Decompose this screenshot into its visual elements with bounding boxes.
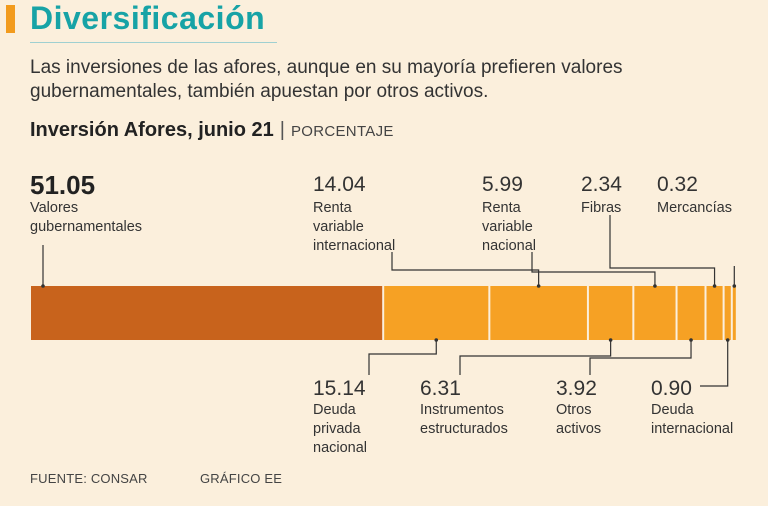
leader-dot-instrumentos-estructurados bbox=[608, 338, 613, 342]
category-label-otros-activos: activos bbox=[556, 421, 601, 437]
category-label-valores-gubernamentales: Valores bbox=[30, 200, 78, 216]
page-title: Diversificación bbox=[30, 0, 266, 36]
leader-dot-otros-activos bbox=[689, 338, 693, 342]
category-label-renta-variable-internacional: variable bbox=[313, 219, 364, 235]
leader-dot-mercancias bbox=[732, 284, 737, 288]
category-label-deuda-privada-nacional: Deuda bbox=[313, 402, 357, 418]
category-label-mercancias: Mercancías bbox=[657, 200, 732, 216]
category-label-instrumentos-estructurados: estructurados bbox=[420, 421, 508, 437]
leader-dot-fibras bbox=[712, 284, 717, 288]
value-label-renta-variable-nacional: 5.99 bbox=[482, 173, 523, 196]
value-label-deuda-privada-nacional: 15.14 bbox=[313, 377, 366, 400]
leader-line-otros-activos bbox=[589, 340, 692, 375]
value-label-instrumentos-estructurados: 6.31 bbox=[420, 377, 461, 400]
bar-segment-deuda-privada-nacional bbox=[384, 286, 489, 340]
leader-dot-renta-variable-nacional bbox=[653, 284, 657, 288]
leader-line-instrumentos-estructurados bbox=[459, 340, 612, 375]
leader-line-renta-variable-nacional bbox=[531, 252, 656, 286]
category-label-otros-activos: Otros bbox=[556, 402, 591, 418]
leader-dot-renta-variable-internacional bbox=[536, 284, 541, 288]
bar-segment-valores-gubernamentales bbox=[31, 286, 383, 340]
value-label-otros-activos: 3.92 bbox=[556, 377, 597, 400]
graphic-credit: GRÁFICO EE bbox=[200, 471, 283, 486]
bar-segment-mercancias bbox=[732, 286, 736, 340]
bar-segment-instrumentos-estructurados bbox=[588, 286, 633, 340]
source-note: FUENTE: CONSAR bbox=[30, 471, 148, 486]
chart-unit: PORCENTAJE bbox=[290, 123, 394, 140]
bar-segment-renta-variable-nacional bbox=[634, 286, 676, 340]
title-underline bbox=[30, 42, 277, 43]
bar-segment-deuda-internacional bbox=[724, 286, 731, 340]
category-label-renta-variable-internacional: internacional bbox=[313, 238, 395, 254]
leader-dot-deuda-internacional bbox=[725, 338, 730, 342]
leader-line-renta-variable-internacional bbox=[391, 252, 540, 286]
category-label-renta-variable-nacional: nacional bbox=[482, 238, 536, 254]
title-accent-bar bbox=[6, 5, 15, 33]
leader-line-fibras bbox=[609, 215, 716, 286]
category-label-renta-variable-internacional: Renta bbox=[313, 200, 353, 216]
bar-segment-otros-activos bbox=[677, 286, 705, 340]
category-label-deuda-privada-nacional: privada bbox=[313, 421, 361, 437]
value-label-deuda-internacional: 0.90 bbox=[651, 377, 692, 400]
chart-title: Inversión Afores, junio 21 bbox=[30, 119, 274, 141]
category-label-valores-gubernamentales: gubernamentales bbox=[30, 219, 142, 235]
value-label-renta-variable-internacional: 14.04 bbox=[313, 173, 366, 196]
chart-title-block: Inversión Afores, junio 21 | PORCENTAJE bbox=[30, 119, 394, 142]
page-subtitle: Las inversiones de las afores, aunque en… bbox=[30, 57, 623, 102]
leader-dot-valores-gubernamentales bbox=[41, 284, 45, 288]
category-label-deuda-internacional: Deuda bbox=[651, 402, 695, 418]
value-label-mercancias: 0.32 bbox=[657, 173, 698, 196]
value-label-fibras: 2.34 bbox=[581, 173, 622, 196]
value-label-valores-gubernamentales: 51.05 bbox=[30, 170, 95, 200]
leader-line-deuda-internacional bbox=[700, 340, 729, 387]
leader-dot-deuda-privada-nacional bbox=[434, 338, 439, 342]
category-label-renta-variable-nacional: Renta bbox=[482, 200, 522, 216]
bar-segment-fibras bbox=[706, 286, 723, 340]
category-label-fibras: Fibras bbox=[581, 200, 621, 216]
category-label-deuda-internacional: internacional bbox=[651, 421, 733, 437]
category-label-deuda-privada-nacional: nacional bbox=[313, 440, 367, 456]
category-label-instrumentos-estructurados: Instrumentos bbox=[420, 402, 504, 418]
category-label-renta-variable-nacional: variable bbox=[482, 219, 533, 235]
leader-line-deuda-privada-nacional bbox=[368, 340, 437, 375]
title-separator: | bbox=[279, 119, 285, 141]
bar-segment-renta-variable-internacional bbox=[490, 286, 587, 340]
